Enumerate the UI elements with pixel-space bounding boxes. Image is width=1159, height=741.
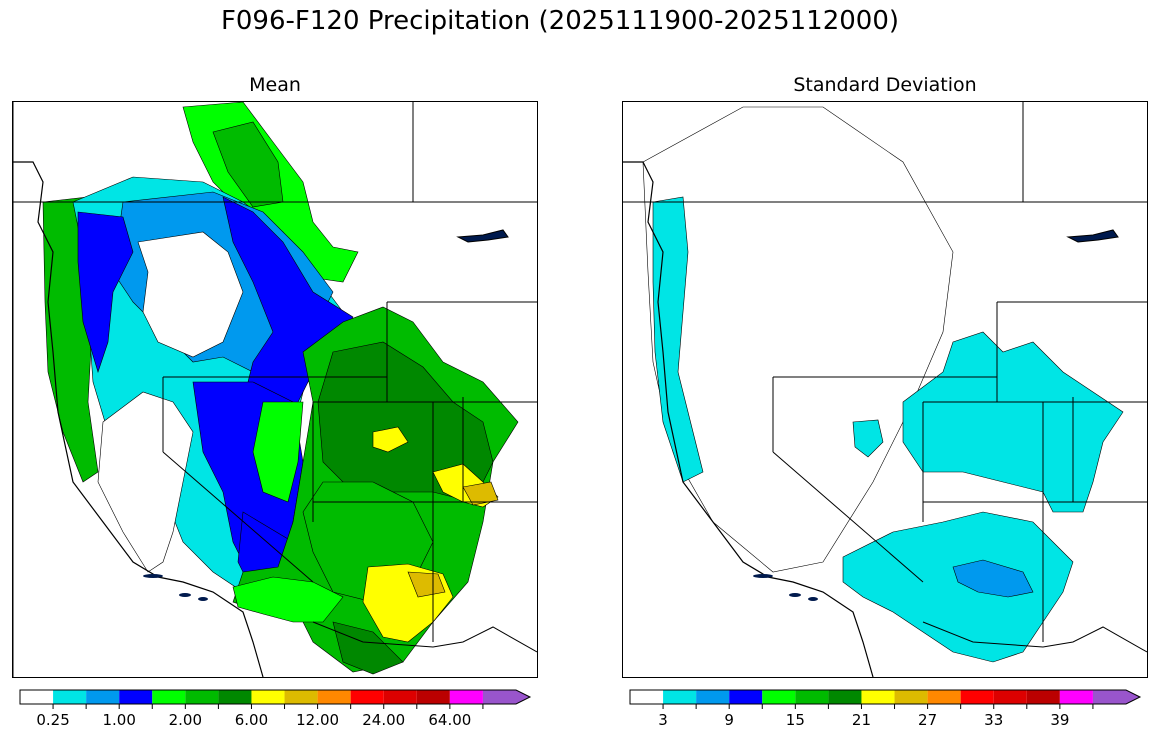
mean-lake: [456, 229, 509, 243]
std-map-borders: [623, 102, 1147, 653]
colorbar-tick-label: 21: [851, 711, 871, 729]
figure-title: F096-F120 Precipitation (2025111900-2025…: [220, 6, 900, 36]
colorbar-segment: [449, 690, 483, 704]
std-panel-title: Standard Deviation: [793, 74, 977, 96]
std-colorbar-svg: [629, 689, 1142, 709]
colorbar-segment: [828, 690, 862, 704]
colorbar-segment: [416, 690, 450, 704]
mean-colorbar-svg: [19, 689, 532, 709]
colorbar-outline: [629, 689, 1142, 705]
colorbar-segment: [152, 690, 186, 704]
colorbar-segment: [630, 690, 664, 704]
colorbar-segment: [795, 690, 829, 704]
colorbar-tick-label: 15: [785, 711, 805, 729]
mean-map-borders: [13, 102, 537, 677]
colorbar-tick-label: 64.00: [428, 711, 472, 729]
colorbar-segment: [86, 690, 120, 704]
mean-panel-title: Mean: [249, 74, 301, 96]
colorbar-tick-label: 12.00: [296, 711, 340, 729]
mean-map-canvas: [13, 102, 537, 677]
colorbar-segment: [185, 690, 219, 704]
colorbar-segment: [482, 690, 530, 704]
colorbar-segment: [20, 690, 54, 704]
colorbar-segment: [927, 690, 961, 704]
colorbar-outline: [19, 689, 532, 705]
colorbar-segment: [53, 690, 87, 704]
colorbar-segment: [383, 690, 417, 704]
colorbar-segment: [960, 690, 994, 704]
colorbar-segment: [251, 690, 285, 704]
colorbar-tick-label: 24.00: [362, 711, 406, 729]
mean-colorbar: [19, 689, 532, 709]
colorbar-segment: [119, 690, 153, 704]
std-map-canvas: [623, 102, 1147, 677]
colorbar-segment: [663, 690, 697, 704]
colorbar-tick-label: 27: [918, 711, 938, 729]
colorbar-tick-label: 0.25: [36, 711, 70, 729]
colorbar-segment: [993, 690, 1027, 704]
colorbar-segment: [284, 690, 318, 704]
std-lake: [1066, 229, 1119, 243]
colorbar-tick-label: 39: [1050, 711, 1070, 729]
colorbar-tick-label: 6.00: [234, 711, 269, 729]
colorbar-segment: [762, 690, 796, 704]
colorbar-segment: [894, 690, 928, 704]
colorbar-segment: [1059, 690, 1093, 704]
mean-map: [12, 101, 538, 678]
colorbar-tick-label: 9: [724, 711, 734, 729]
colorbar-segment: [317, 690, 351, 704]
std-map: [622, 101, 1148, 678]
colorbar-tick-label: 2.00: [168, 711, 203, 729]
colorbar-segment: [729, 690, 763, 704]
std-coastline: [623, 161, 874, 677]
std-islands: [753, 574, 818, 601]
std-precip-regions: [642, 106, 1124, 663]
colorbar-tick-label: 1.00: [102, 711, 136, 729]
colorbar-segment: [1092, 690, 1140, 704]
colorbar-segment: [350, 690, 384, 704]
colorbar-tick-label: 33: [984, 711, 1004, 729]
mean-coastline: [13, 161, 264, 677]
mean-precip-regions: [42, 102, 519, 675]
colorbar-tick-label: 3: [658, 711, 668, 729]
colorbar-segment: [1026, 690, 1060, 704]
colorbar-segment: [861, 690, 895, 704]
std-colorbar: [629, 689, 1142, 709]
colorbar-segment: [218, 690, 252, 704]
mean-islands: [143, 574, 208, 601]
colorbar-segment: [696, 690, 730, 704]
